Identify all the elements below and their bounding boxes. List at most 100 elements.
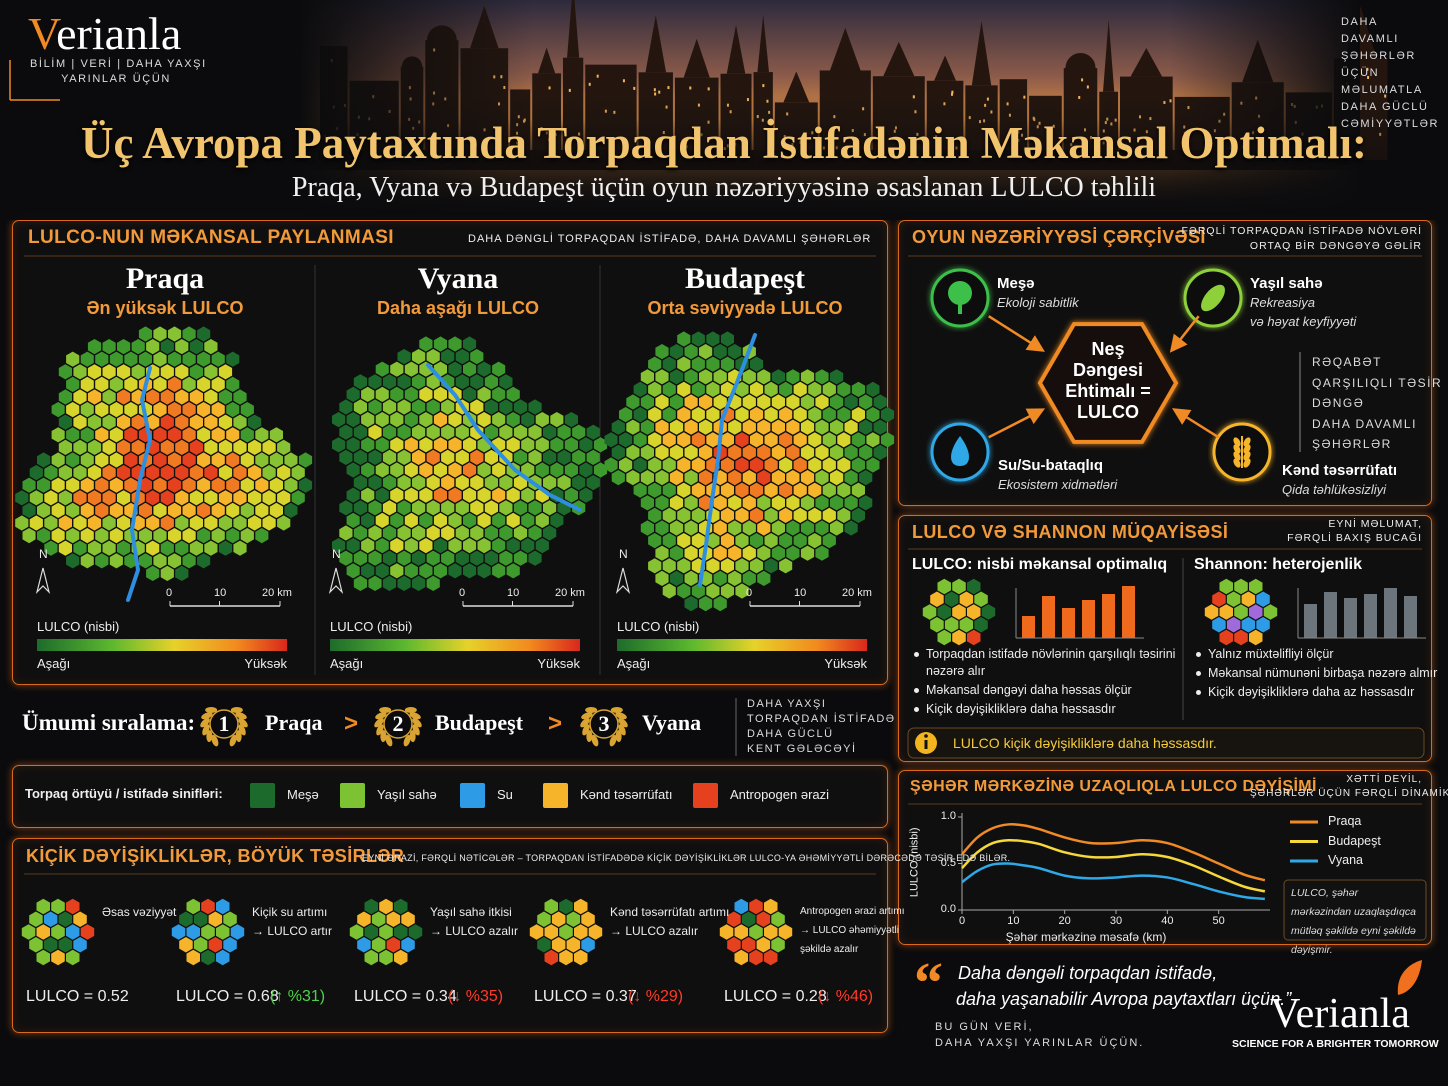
hex-cell <box>433 437 447 453</box>
hex-cell <box>397 374 411 390</box>
nash-text: Ehtimalı = <box>1065 381 1151 401</box>
logo: Verianla <box>28 8 182 59</box>
hex-cell <box>102 389 116 405</box>
hex-cell <box>168 427 182 443</box>
hex-cell <box>521 437 535 453</box>
hex-cell <box>73 364 87 380</box>
hex-cell <box>463 437 477 453</box>
player-desc: Qida təhlükəsizliyi <box>1282 482 1387 497</box>
side-note: DAVAMLI <box>1341 33 1399 45</box>
hex-cell <box>197 376 211 392</box>
hex-cell <box>146 565 160 581</box>
scenario-value: LULCO = 0.28 <box>724 988 827 1005</box>
hex-cell <box>1234 604 1248 620</box>
hex-cell <box>291 490 305 506</box>
hex-cell <box>29 465 43 481</box>
side-note: DAHA <box>1341 16 1378 28</box>
hex-cell <box>73 937 87 953</box>
hex-cell <box>728 444 742 460</box>
hex-cell <box>586 475 600 491</box>
hex-cell <box>87 364 102 380</box>
hex-cell <box>559 949 573 966</box>
hex-cell <box>29 490 43 506</box>
hex-cell <box>146 540 160 556</box>
hex-cell <box>189 490 203 506</box>
hex-cell <box>720 507 734 523</box>
hex-cell <box>277 465 291 481</box>
hex-cell <box>426 399 440 415</box>
hex-cell <box>859 444 873 460</box>
hex-cell <box>262 515 276 531</box>
hex-cell <box>193 911 208 927</box>
hex-cell <box>844 520 858 536</box>
hex-cell <box>204 414 218 430</box>
hex-cell <box>339 525 353 541</box>
hex-cell <box>786 394 800 410</box>
hex-cell <box>757 570 771 586</box>
x-tick-label: 30 <box>1109 915 1123 927</box>
hex-cell <box>368 449 382 465</box>
x-axis-label: Şəhər mərkəzinə məsafə (km) <box>1005 930 1167 944</box>
bullet: Məkansal dəngəyi daha həssas ölçür <box>912 682 1178 699</box>
hex-cell <box>815 495 829 511</box>
scenario-caption: Antropogen ərazi artımı <box>800 906 905 917</box>
hex-cell <box>255 452 269 468</box>
hex-cell <box>240 502 254 518</box>
hex-cell <box>1212 617 1226 633</box>
hex-cell <box>22 477 36 493</box>
hex-cell <box>706 533 720 549</box>
hex-cell <box>822 533 836 549</box>
hex-cell <box>944 591 959 607</box>
hex-cell <box>477 563 491 579</box>
hex-cell <box>463 563 477 579</box>
hex-cell <box>521 487 535 503</box>
hex-cell <box>226 477 240 493</box>
hex-cell <box>1204 604 1219 620</box>
hex-cell <box>735 583 749 599</box>
hex-cell <box>967 629 981 646</box>
hex-cell <box>757 444 771 460</box>
hex-cell <box>58 911 73 927</box>
north-label: N <box>619 547 628 561</box>
scenario-caption: Kənd təsərrüfatı artımı <box>610 905 730 919</box>
ranking-note: DAHA GÜCLÜ <box>747 728 834 740</box>
hex-cell <box>455 374 469 390</box>
hex-cell <box>859 394 873 410</box>
hex-cell <box>830 470 844 486</box>
hex-cell <box>922 604 937 620</box>
hex-cell <box>669 495 684 511</box>
hex-cell <box>379 924 393 940</box>
hex-cell <box>750 407 764 423</box>
hex-cell <box>73 515 87 531</box>
river <box>698 333 757 587</box>
hex-cell <box>51 949 65 966</box>
hex-cell <box>168 452 182 468</box>
icon-bar <box>1042 596 1055 638</box>
hex-cell <box>749 898 763 915</box>
hex-cell <box>691 507 705 523</box>
hex-cell <box>815 419 829 435</box>
hex-cell <box>677 432 691 448</box>
hex-cell <box>463 386 477 402</box>
hex-cell <box>543 525 557 541</box>
rank-separator: > <box>344 710 359 737</box>
hex-cell <box>87 515 102 531</box>
hex-cell <box>684 419 698 435</box>
hex-cell <box>43 911 58 927</box>
hex-cell <box>779 407 793 423</box>
hex-cell <box>484 550 498 566</box>
hex-cell <box>669 369 684 385</box>
hex-cell <box>353 500 367 516</box>
hex-cell <box>216 924 230 940</box>
hex-cell <box>248 515 262 531</box>
hex-cell <box>186 924 200 940</box>
hex-cell <box>492 361 506 377</box>
hex-cell <box>477 487 491 503</box>
hex-cell <box>728 570 742 586</box>
hex-cell <box>175 540 189 556</box>
hex-cell <box>233 490 247 506</box>
closing-text: DAHA YAXŞI YARINLAR ÜÇÜN. <box>935 1037 1145 1049</box>
hex-cell <box>1241 591 1256 607</box>
hex-cell <box>346 437 360 453</box>
legend-gradient <box>37 639 287 651</box>
